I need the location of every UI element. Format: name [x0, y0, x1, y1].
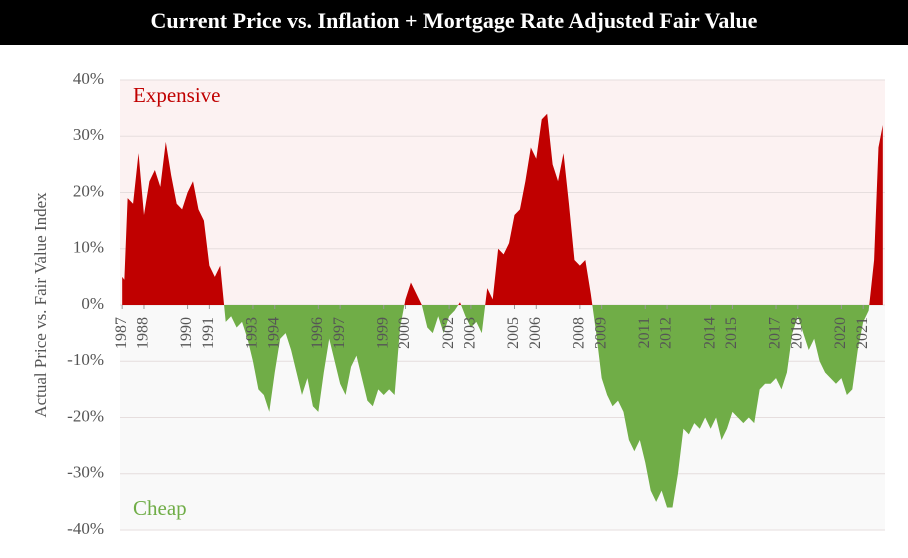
x-tick-label: 2014	[701, 317, 718, 349]
y-tick-label: -20%	[67, 406, 104, 425]
x-tick-label: 1999	[374, 317, 391, 349]
x-tick-label: 2017	[767, 317, 784, 349]
x-tick-label: 2003	[462, 317, 479, 349]
x-tick-label: 2002	[440, 317, 457, 349]
x-tick-label: 1994	[265, 317, 282, 349]
x-tick-label: 1988	[135, 317, 152, 349]
x-tick-label: 2011	[636, 317, 653, 348]
y-tick-label: 0%	[81, 294, 104, 313]
x-tick-label: 2008	[571, 317, 588, 349]
y-tick-label: 10%	[73, 238, 104, 257]
x-tick-label: 2000	[396, 317, 413, 349]
x-tick-label: 2018	[788, 317, 805, 349]
x-tick-label: 2021	[854, 317, 871, 349]
annotation-expensive: Expensive	[133, 83, 220, 107]
x-tick-label: 2015	[723, 317, 740, 349]
x-tick-label: 2009	[592, 317, 609, 349]
annotation-cheap: Cheap	[133, 496, 187, 520]
area	[122, 113, 883, 508]
x-tick-label: 1993	[244, 317, 261, 349]
title-bar	[0, 0, 908, 45]
x-tick-label: 1987	[113, 317, 130, 349]
x-tick-label: 2012	[658, 317, 675, 349]
y-axis-label: Actual Price vs. Fair Value Index	[31, 192, 50, 418]
x-tick-label: 1990	[178, 317, 195, 349]
y-tick-label: -30%	[67, 463, 104, 482]
y-tick-label: -10%	[67, 350, 104, 369]
x-tick-label: 1991	[200, 317, 217, 349]
chart-title: Current Price vs. Inflation + Mortgage R…	[151, 8, 758, 33]
x-tick-label: 1996	[309, 317, 326, 349]
x-tick-label: 2005	[505, 317, 522, 349]
y-tick-label: -40%	[67, 519, 104, 538]
y-tick-label: 20%	[73, 181, 104, 200]
x-tick-label: 2006	[527, 317, 544, 349]
x-tick-label: 1997	[331, 317, 348, 349]
y-tick-label: 40%	[73, 69, 104, 88]
x-tick-label: 2020	[832, 317, 849, 349]
y-tick-label: 30%	[73, 125, 104, 144]
